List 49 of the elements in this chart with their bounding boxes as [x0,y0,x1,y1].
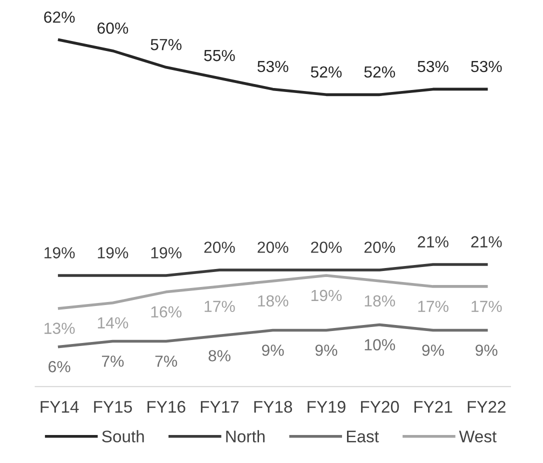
data-label: 52% [364,66,396,78]
data-label: 17% [472,300,502,312]
data-label: 9% [422,344,444,356]
data-label: 17% [418,300,448,312]
data-label: 19% [311,290,342,302]
data-label: 19% [44,247,75,258]
data-label: 53% [418,60,448,72]
data-label: 17% [204,300,235,312]
data-label: 7% [102,356,124,367]
data-label: 55% [204,50,235,62]
legend-label: West [459,430,497,442]
x-tick-label: FY20 [361,400,399,413]
data-label: 20% [311,242,342,253]
legend-label: South [102,430,144,442]
data-label: 19% [151,247,182,258]
data-label: 16% [151,306,182,318]
data-label: 20% [364,242,396,253]
data-label: 19% [98,247,128,258]
x-tick-label: FY16 [148,400,186,413]
data-label: 53% [471,60,502,72]
legend-label: North [226,430,265,442]
data-label: 6% [48,361,70,372]
data-label: 7% [155,356,178,367]
data-label: 18% [258,295,288,307]
data-label: 21% [418,236,448,248]
data-label: 60% [98,22,128,34]
x-tick-label: FY14 [40,401,79,413]
data-label: 13% [44,322,75,334]
legend-label: East [347,430,379,442]
x-tick-label: FY17 [200,401,239,413]
data-label: 8% [208,350,230,362]
data-label: 18% [364,295,396,307]
data-label: 9% [262,344,284,356]
x-tick-label: FY18 [254,400,292,413]
data-label: 57% [150,38,182,50]
data-label: 20% [204,242,235,253]
data-label: 9% [315,344,338,356]
data-label: 62% [44,12,75,23]
data-label: 20% [258,242,288,253]
data-label: 52% [310,66,342,78]
data-label: 53% [258,60,288,72]
data-label: 9% [476,344,498,356]
x-tick-label: FY21 [414,400,452,413]
x-tick-label: FY22 [468,400,506,413]
x-tick-label: FY19 [308,400,346,413]
data-label: 14% [98,317,128,328]
data-label: 21% [471,236,502,248]
data-label: 10% [364,339,396,350]
x-tick-label: FY15 [94,401,132,413]
